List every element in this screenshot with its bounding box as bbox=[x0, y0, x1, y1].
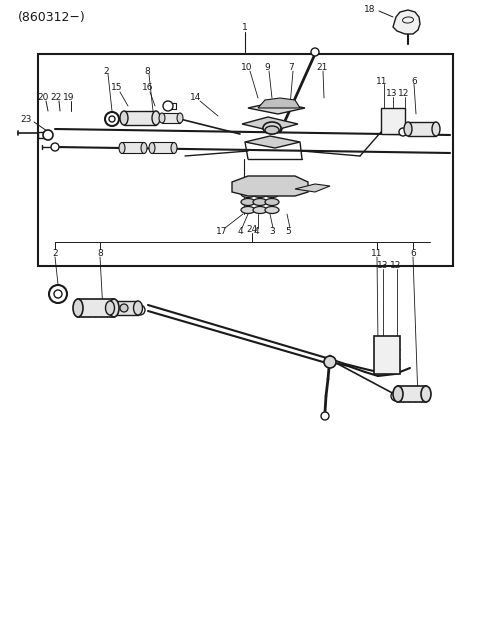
Ellipse shape bbox=[149, 142, 155, 154]
Ellipse shape bbox=[404, 122, 412, 136]
Ellipse shape bbox=[265, 207, 279, 213]
Bar bbox=[152, 142, 174, 153]
Ellipse shape bbox=[253, 207, 267, 213]
Ellipse shape bbox=[265, 198, 279, 205]
Ellipse shape bbox=[421, 386, 431, 402]
Text: 1: 1 bbox=[242, 24, 248, 32]
Text: 22: 22 bbox=[50, 92, 61, 102]
Ellipse shape bbox=[241, 198, 255, 205]
Bar bbox=[122, 142, 144, 153]
Text: (860312−): (860312−) bbox=[18, 11, 86, 24]
Text: 2: 2 bbox=[52, 248, 58, 258]
Bar bbox=[162, 113, 180, 123]
Polygon shape bbox=[232, 176, 308, 196]
Ellipse shape bbox=[120, 111, 128, 125]
Circle shape bbox=[120, 304, 128, 312]
Ellipse shape bbox=[177, 113, 183, 123]
Circle shape bbox=[54, 290, 62, 298]
Polygon shape bbox=[242, 117, 298, 131]
Text: 11: 11 bbox=[371, 248, 383, 258]
Ellipse shape bbox=[152, 111, 160, 125]
Bar bbox=[124, 111, 156, 125]
Polygon shape bbox=[393, 10, 420, 34]
Bar bbox=[408, 122, 436, 136]
Text: 4: 4 bbox=[253, 228, 259, 236]
Circle shape bbox=[51, 143, 59, 151]
Ellipse shape bbox=[141, 142, 147, 154]
Text: 15: 15 bbox=[111, 84, 123, 92]
Text: 13: 13 bbox=[386, 89, 398, 99]
Text: 23: 23 bbox=[20, 114, 32, 124]
Text: 8: 8 bbox=[97, 248, 103, 258]
Text: 12: 12 bbox=[390, 261, 402, 270]
Ellipse shape bbox=[241, 207, 255, 213]
Ellipse shape bbox=[253, 198, 267, 205]
Polygon shape bbox=[248, 102, 305, 114]
Circle shape bbox=[321, 412, 329, 420]
Ellipse shape bbox=[253, 190, 267, 198]
Text: 11: 11 bbox=[376, 77, 388, 85]
Text: 13: 13 bbox=[377, 261, 389, 270]
Polygon shape bbox=[245, 136, 300, 148]
Bar bbox=[381, 108, 405, 134]
Text: 7: 7 bbox=[288, 64, 294, 72]
Text: 16: 16 bbox=[142, 84, 154, 92]
Polygon shape bbox=[295, 184, 330, 192]
Ellipse shape bbox=[265, 190, 279, 198]
Ellipse shape bbox=[263, 122, 281, 134]
Circle shape bbox=[43, 130, 53, 140]
Text: 24: 24 bbox=[246, 225, 258, 235]
Circle shape bbox=[324, 356, 336, 368]
Circle shape bbox=[399, 128, 407, 136]
Bar bbox=[38, 54, 453, 266]
Circle shape bbox=[311, 48, 319, 56]
Text: 20: 20 bbox=[37, 92, 48, 102]
Text: 5: 5 bbox=[285, 228, 291, 236]
Text: 17: 17 bbox=[216, 228, 228, 236]
Circle shape bbox=[394, 394, 398, 398]
Text: 18: 18 bbox=[364, 4, 376, 14]
Ellipse shape bbox=[133, 301, 143, 315]
Text: 6: 6 bbox=[411, 77, 417, 85]
Text: 9: 9 bbox=[264, 64, 270, 72]
Ellipse shape bbox=[106, 301, 115, 315]
Text: 19: 19 bbox=[63, 92, 75, 102]
Text: 6: 6 bbox=[410, 248, 416, 258]
Polygon shape bbox=[258, 98, 300, 108]
Text: 3: 3 bbox=[269, 228, 275, 236]
Bar bbox=[110, 301, 138, 315]
Bar bbox=[78, 299, 114, 317]
Ellipse shape bbox=[119, 142, 125, 154]
Ellipse shape bbox=[159, 113, 165, 123]
Text: 8: 8 bbox=[144, 67, 150, 76]
Circle shape bbox=[391, 391, 401, 401]
Text: 14: 14 bbox=[190, 92, 202, 102]
Ellipse shape bbox=[393, 386, 403, 402]
Ellipse shape bbox=[432, 122, 440, 136]
Bar bbox=[374, 336, 400, 374]
Text: 2: 2 bbox=[103, 67, 109, 76]
Circle shape bbox=[138, 308, 142, 312]
Text: 10: 10 bbox=[241, 64, 253, 72]
Ellipse shape bbox=[241, 190, 255, 198]
Text: 4: 4 bbox=[237, 228, 243, 236]
Bar bbox=[398, 386, 426, 402]
Ellipse shape bbox=[171, 142, 177, 154]
Text: 21: 21 bbox=[316, 64, 328, 72]
Ellipse shape bbox=[109, 299, 119, 317]
Ellipse shape bbox=[265, 126, 279, 134]
Ellipse shape bbox=[73, 299, 83, 317]
Text: 12: 12 bbox=[398, 89, 410, 99]
Circle shape bbox=[109, 116, 115, 122]
